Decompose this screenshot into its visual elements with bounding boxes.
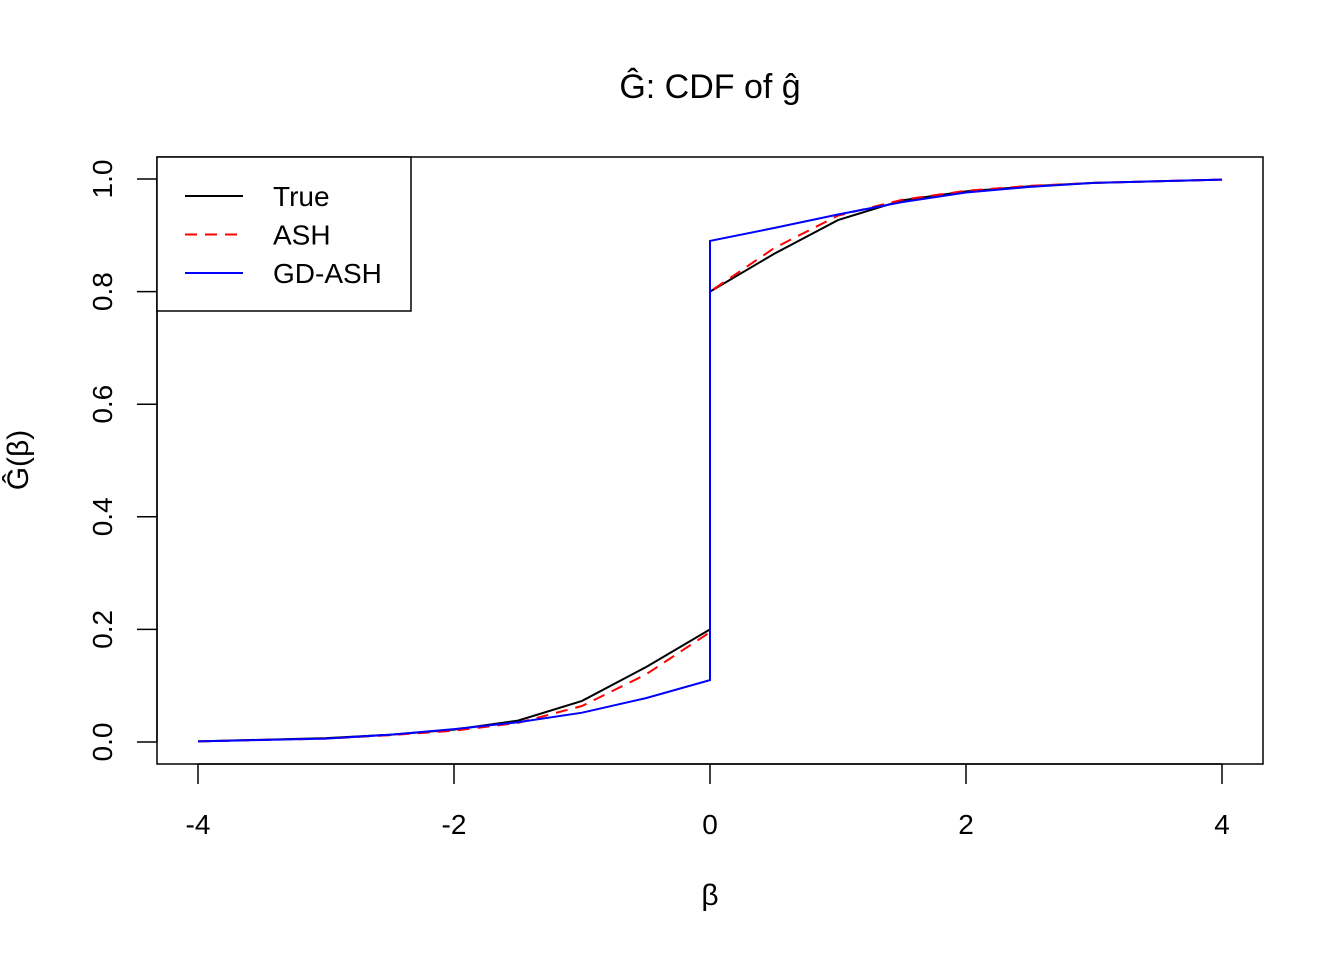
y-tick-label: 0.6 (87, 385, 118, 424)
y-tick-label: 0.0 (87, 723, 118, 762)
chart-title: Ĝ: CDF of ĝ (619, 68, 800, 106)
y-tick-label: 1.0 (87, 160, 118, 199)
y-axis: 0.0 0.2 0.4 0.6 0.8 1.0 (87, 160, 158, 762)
series-layer (197, 178, 1223, 743)
x-tick-label: 2 (958, 809, 974, 840)
x-tick-label: -4 (186, 809, 211, 840)
legend-box (156, 156, 412, 312)
legend-label: ASH (273, 220, 331, 251)
x-tick-label: -2 (442, 809, 467, 840)
series-line-gd-ash (197, 178, 1223, 743)
legend-label: GD-ASH (273, 258, 382, 289)
y-axis-label: Ĝ(β) (1, 430, 35, 491)
x-tick-label: 0 (702, 809, 718, 840)
y-tick-label: 0.2 (87, 610, 118, 649)
x-tick-label: 4 (1214, 809, 1230, 840)
legend: True ASH GD-ASH (156, 156, 412, 312)
y-tick-label: 0.8 (87, 272, 118, 311)
y-tick-label: 0.4 (87, 497, 118, 536)
x-axis: -4 -2 0 2 4 (186, 763, 1230, 840)
x-axis-label: β (701, 879, 718, 912)
legend-label: True (273, 181, 330, 212)
